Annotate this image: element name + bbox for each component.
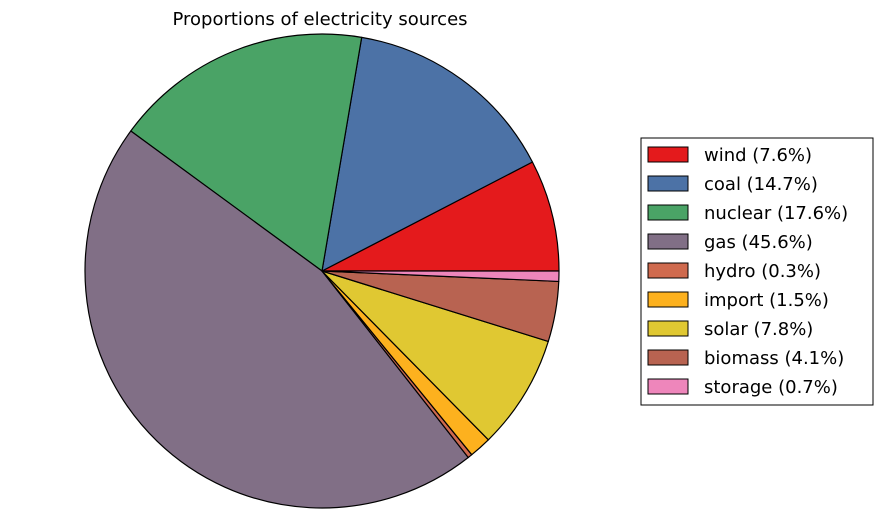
legend-label-import: import (1.5%) <box>704 290 829 311</box>
pie-slice-nuclear <box>130 33 363 272</box>
legend-swatch-nuclear <box>647 204 689 221</box>
pie-slice-gas <box>84 130 469 509</box>
legend-label-biomass: biomass (4.1%) <box>704 348 844 369</box>
pie-slice-solar <box>321 270 549 441</box>
legend-label-wind: wind (7.6%) <box>704 145 812 166</box>
legend-swatch-import <box>647 291 689 308</box>
chart-title: Proportions of electricity sources <box>172 9 467 30</box>
legend-label-coal: coal (14.7%) <box>704 174 818 195</box>
legend-label-hydro: hydro (0.3%) <box>704 261 821 282</box>
legend-swatch-wind <box>647 146 689 163</box>
legend-label-gas: gas (45.6%) <box>704 232 813 253</box>
pie-slice-storage <box>321 270 560 283</box>
pie-slice-coal <box>321 36 534 272</box>
legend-swatch-coal <box>647 175 689 192</box>
pie-slices <box>84 33 560 509</box>
legend-swatch-storage <box>647 378 689 395</box>
legend-swatch-solar <box>647 320 689 337</box>
legend-swatch-biomass <box>647 349 689 366</box>
legend: wind (7.6%) coal (14.7%) nuclear (17.6%) ga… <box>640 137 874 406</box>
legend-label-solar: solar (7.8%) <box>704 319 813 340</box>
legend-items: wind (7.6%) coal (14.7%) nuclear (17.6%) ga… <box>647 145 848 398</box>
pie-slice-wind <box>321 161 560 272</box>
legend-label-nuclear: nuclear (17.6%) <box>704 203 848 224</box>
legend-swatch-hydro <box>647 262 689 279</box>
legend-label-storage: storage (0.7%) <box>704 377 838 398</box>
legend-swatch-gas <box>647 233 689 250</box>
